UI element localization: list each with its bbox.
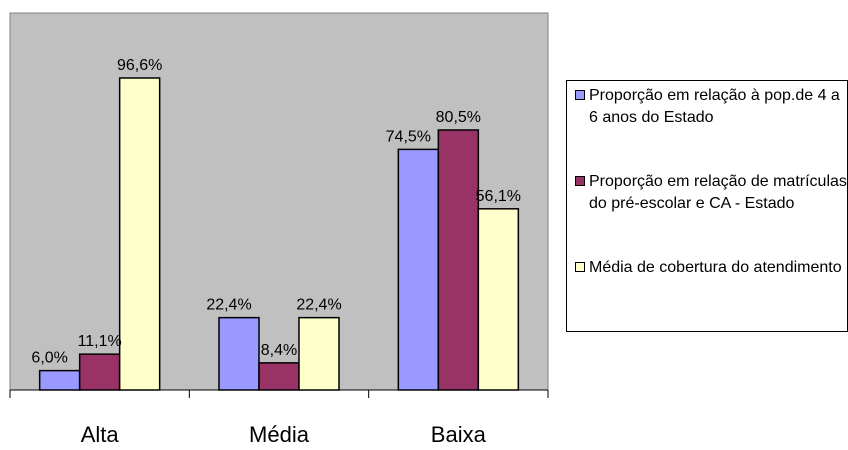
bar-baixa-series-2 [437,129,480,391]
data-label-baixa-series-1: 74,5% [386,128,431,145]
bar-alta-series-3 [118,77,161,391]
data-label-alta-series-3: 96,6% [117,57,162,74]
bar-alta-series-1 [38,369,81,391]
data-label-média-series-3: 22,4% [296,297,341,314]
legend-swatch-series-2 [575,176,585,186]
legend-swatch-series-3 [575,262,585,272]
bar-média-series-3 [298,316,340,391]
data-label-baixa-series-3: 56,1% [476,188,521,205]
bar-alta-series-2 [78,353,121,391]
bar-média-series-2 [258,362,300,391]
data-label-alta-series-1: 6,0% [31,350,67,367]
legend-label-series-3: Média de cobertura do atendimento [589,259,842,276]
category-label-média: Média [249,422,310,447]
bar-baixa-series-1 [397,148,440,391]
data-label-média-series-1: 22,4% [206,297,251,314]
bar-baixa-series-3 [477,208,520,391]
legend-label-series-2: Proporção em relação de matrículas do pr… [589,173,847,212]
legend-swatch-series-1 [575,90,585,100]
data-label-baixa-series-2: 80,5% [436,109,481,126]
legend: Proporção em relação à pop.de 4 a 6 anos… [566,80,848,332]
category-label-alta: Alta [81,422,120,447]
legend-label-series-1: Proporção em relação à pop.de 4 a 6 anos… [589,87,840,126]
category-label-baixa: Baixa [431,422,487,447]
data-label-alta-series-2: 11,1% [78,333,122,350]
data-label-média-series-2: 8,4% [261,342,297,359]
bar-média-series-1 [218,316,260,391]
